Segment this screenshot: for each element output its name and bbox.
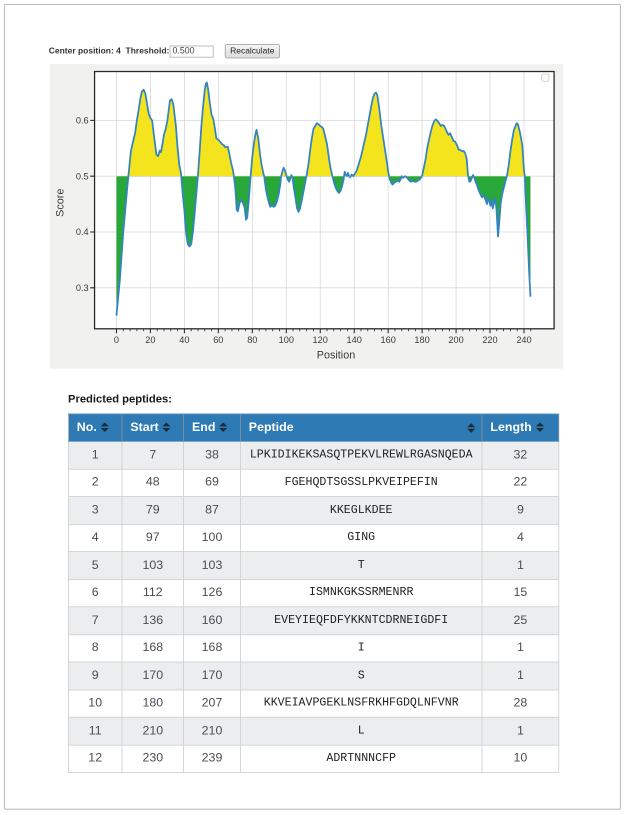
svg-text:0.4: 0.4 <box>76 227 89 237</box>
svg-text:40: 40 <box>179 335 189 345</box>
svg-text:0.5: 0.5 <box>76 171 89 181</box>
svg-text:200: 200 <box>448 335 463 345</box>
svg-text:160: 160 <box>380 335 395 345</box>
svg-text:0.3: 0.3 <box>76 283 89 293</box>
svg-text:0.6: 0.6 <box>76 116 89 126</box>
svg-text:140: 140 <box>347 335 362 345</box>
svg-text:20: 20 <box>145 335 155 345</box>
svg-text:240: 240 <box>516 335 531 345</box>
svg-text:Score: Score <box>55 189 67 217</box>
svg-text:80: 80 <box>247 335 257 345</box>
svg-text:0: 0 <box>114 335 119 345</box>
svg-text:60: 60 <box>213 335 223 345</box>
svg-text:120: 120 <box>313 335 328 345</box>
svg-text:220: 220 <box>482 335 497 345</box>
svg-text:100: 100 <box>279 335 294 345</box>
svg-text:Position: Position <box>317 349 355 361</box>
svg-text:180: 180 <box>414 335 429 345</box>
